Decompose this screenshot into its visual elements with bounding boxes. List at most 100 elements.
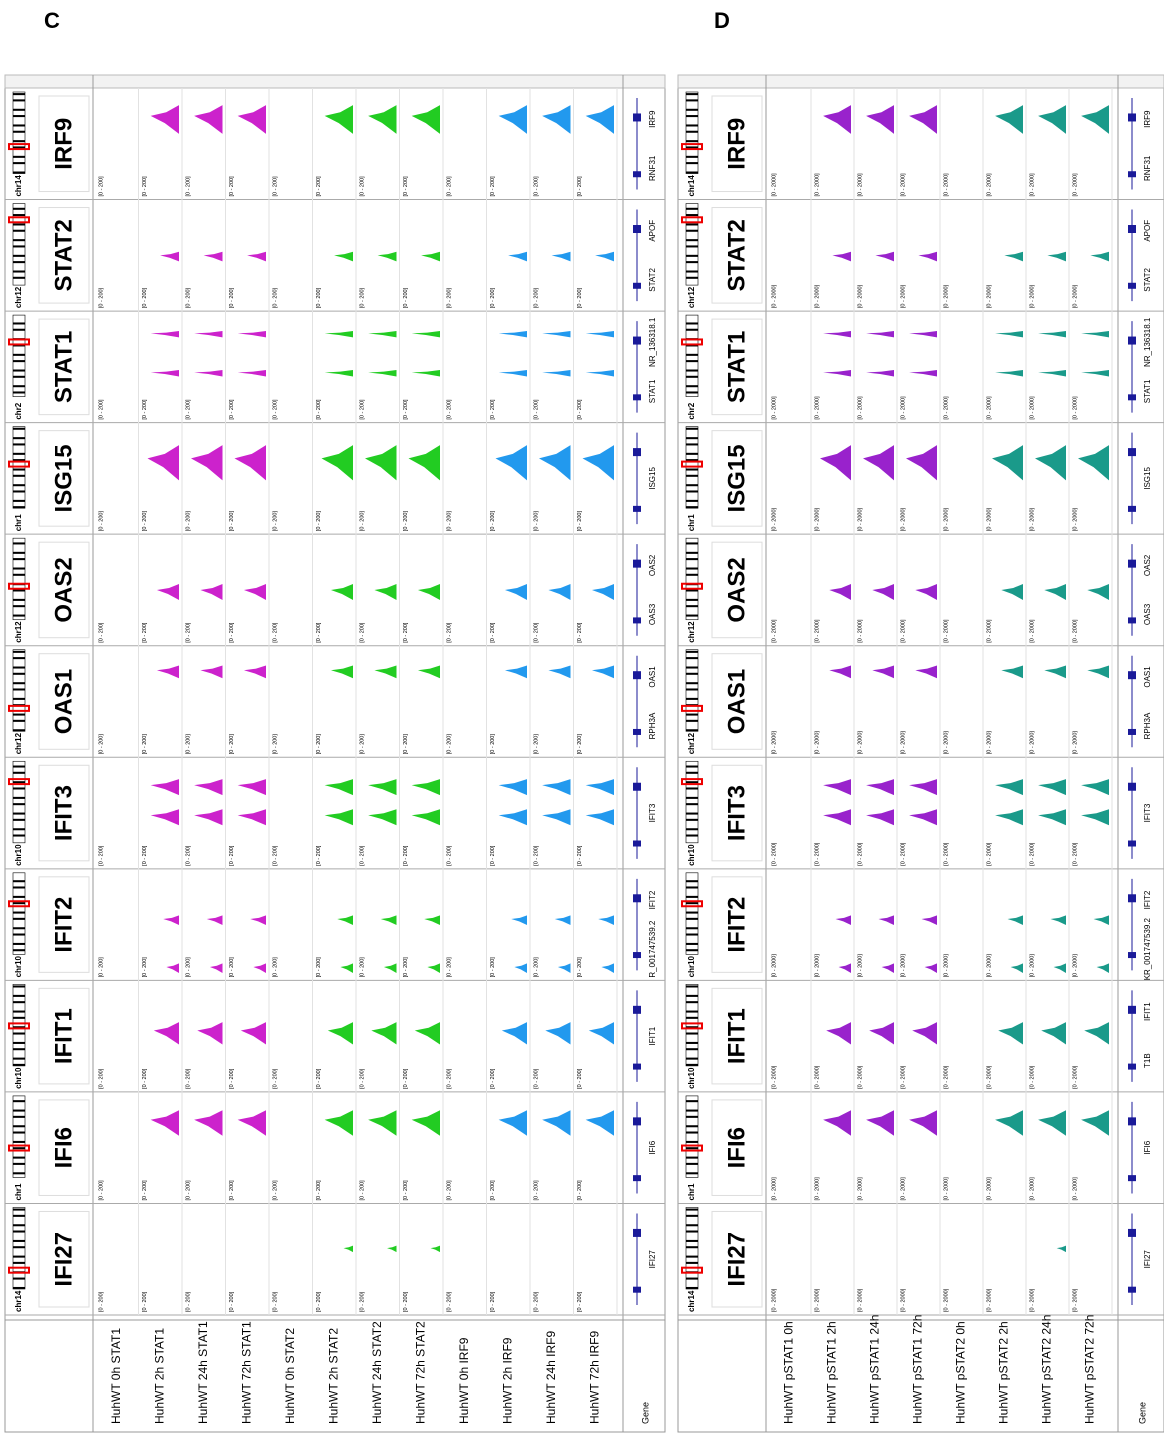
ideogram-band xyxy=(686,1246,698,1248)
range-label: [0 - 200] xyxy=(577,1291,583,1312)
ideogram-band xyxy=(686,1125,698,1127)
range-label: [0 - 2000] xyxy=(814,1065,820,1089)
range-label: [0 - 200] xyxy=(142,734,148,755)
gene-name: IFI6 xyxy=(723,1127,750,1168)
range-label: [0 - 2000] xyxy=(943,954,949,978)
range-label: [0 - 200] xyxy=(446,1068,452,1089)
ideogram-band xyxy=(13,766,25,768)
range-label: [0 - 200] xyxy=(229,1068,235,1089)
range-label: [0 - 200] xyxy=(98,176,104,197)
range-label: [0 - 2000] xyxy=(771,1065,777,1089)
ideogram-band xyxy=(686,995,698,997)
range-label: [0 - 200] xyxy=(577,734,583,755)
ideogram-band xyxy=(13,428,25,430)
annotation-label: OAS3 xyxy=(1143,603,1152,625)
ideogram-band xyxy=(686,918,698,920)
range-label: [0 - 2000] xyxy=(857,731,863,755)
range-label: [0 - 200] xyxy=(577,399,583,420)
annotation-label: OAS1 xyxy=(648,666,657,688)
ideogram-band xyxy=(13,698,25,700)
ideogram-band xyxy=(13,230,25,232)
exon xyxy=(633,394,641,400)
ideogram-band xyxy=(686,599,698,601)
range-label: [0 - 200] xyxy=(359,176,365,197)
ideogram-band xyxy=(13,720,25,722)
range-label: [0 - 200] xyxy=(577,287,583,308)
range-label: [0 - 2000] xyxy=(814,507,820,531)
ideogram-band xyxy=(13,239,25,241)
range-label: [0 - 200] xyxy=(272,399,278,420)
ideogram-band xyxy=(686,828,698,830)
ideogram-band xyxy=(686,651,698,653)
chromosome-label: chr2 xyxy=(14,402,23,419)
ideogram-band xyxy=(13,819,25,821)
exon xyxy=(1128,729,1136,735)
range-label: [0 - 200] xyxy=(446,734,452,755)
range-label: [0 - 200] xyxy=(490,845,496,866)
track-name: HuhWT 2h STAT2 xyxy=(326,1328,340,1424)
ideogram-band xyxy=(13,797,25,799)
range-label: [0 - 200] xyxy=(272,176,278,197)
range-label: [0 - 2000] xyxy=(986,731,992,755)
ideogram-band xyxy=(13,542,25,544)
ideogram-band xyxy=(13,261,25,263)
annotation-label: RNF31 xyxy=(1143,155,1152,181)
chromosome-label: chr1 xyxy=(14,514,23,531)
ideogram-band xyxy=(686,1141,698,1143)
range-label: [0 - 200] xyxy=(98,622,104,643)
annotation-label: IFIT1 xyxy=(1143,1002,1152,1021)
range-label: [0 - 200] xyxy=(446,1291,452,1312)
chromosome-label: chr14 xyxy=(14,1290,23,1312)
ideogram-band xyxy=(13,1246,25,1248)
ideogram-band xyxy=(686,934,698,936)
range-label: [0 - 200] xyxy=(577,622,583,643)
range-label: [0 - 200] xyxy=(98,957,104,978)
annotation-label: NR_136318.1 xyxy=(1143,317,1152,367)
ideogram-band xyxy=(13,208,25,210)
gene-name: IFIT3 xyxy=(50,785,77,841)
range-label: [0 - 200] xyxy=(359,845,365,866)
range-label: [0 - 200] xyxy=(98,845,104,866)
range-label: [0 - 200] xyxy=(98,287,104,308)
track-name: HuhWT pSTAT1 2h xyxy=(825,1321,839,1424)
gene-name: OAS2 xyxy=(723,557,750,622)
range-label: [0 - 200] xyxy=(185,287,191,308)
ideogram-band xyxy=(686,93,698,95)
ideogram-band xyxy=(13,172,25,174)
annotation-label: IRF9 xyxy=(1143,110,1152,128)
range-label: [0 - 2000] xyxy=(943,396,949,420)
range-label: [0 - 2000] xyxy=(771,1177,777,1201)
ideogram-band xyxy=(686,1231,698,1233)
range-label: [0 - 2000] xyxy=(771,173,777,197)
ideogram-band xyxy=(686,688,698,690)
ideogram-band xyxy=(13,370,25,372)
exon xyxy=(633,1117,641,1125)
ideogram-band xyxy=(686,781,698,783)
range-label: [0 - 200] xyxy=(403,1291,409,1312)
range-label: [0 - 200] xyxy=(533,734,539,755)
range-label: [0 - 2000] xyxy=(1072,1288,1078,1312)
range-label: [0 - 2000] xyxy=(814,619,820,643)
ideogram-band xyxy=(13,828,25,830)
range-label: [0 - 200] xyxy=(229,176,235,197)
ideogram-band xyxy=(13,1215,25,1217)
exon xyxy=(1128,1229,1136,1237)
ideogram-band xyxy=(686,787,698,789)
range-label: [0 - 2000] xyxy=(986,1065,992,1089)
range-label: [0 - 200] xyxy=(142,511,148,532)
range-label: [0 - 200] xyxy=(403,957,409,978)
range-label: [0 - 200] xyxy=(316,1180,322,1201)
ideogram-band xyxy=(686,443,698,445)
ideogram-band xyxy=(13,615,25,617)
ideogram-band xyxy=(686,568,698,570)
annotation-label: IFI6 xyxy=(1143,1140,1152,1154)
range-label: [0 - 200] xyxy=(316,734,322,755)
ideogram-band xyxy=(13,1224,25,1226)
ideogram-band xyxy=(13,918,25,920)
ideogram xyxy=(13,1207,25,1289)
range-label: [0 - 200] xyxy=(272,622,278,643)
ideogram-band xyxy=(13,391,25,393)
ideogram-band xyxy=(13,574,25,576)
gene-name: STAT2 xyxy=(50,219,77,291)
ideogram-band xyxy=(686,500,698,502)
